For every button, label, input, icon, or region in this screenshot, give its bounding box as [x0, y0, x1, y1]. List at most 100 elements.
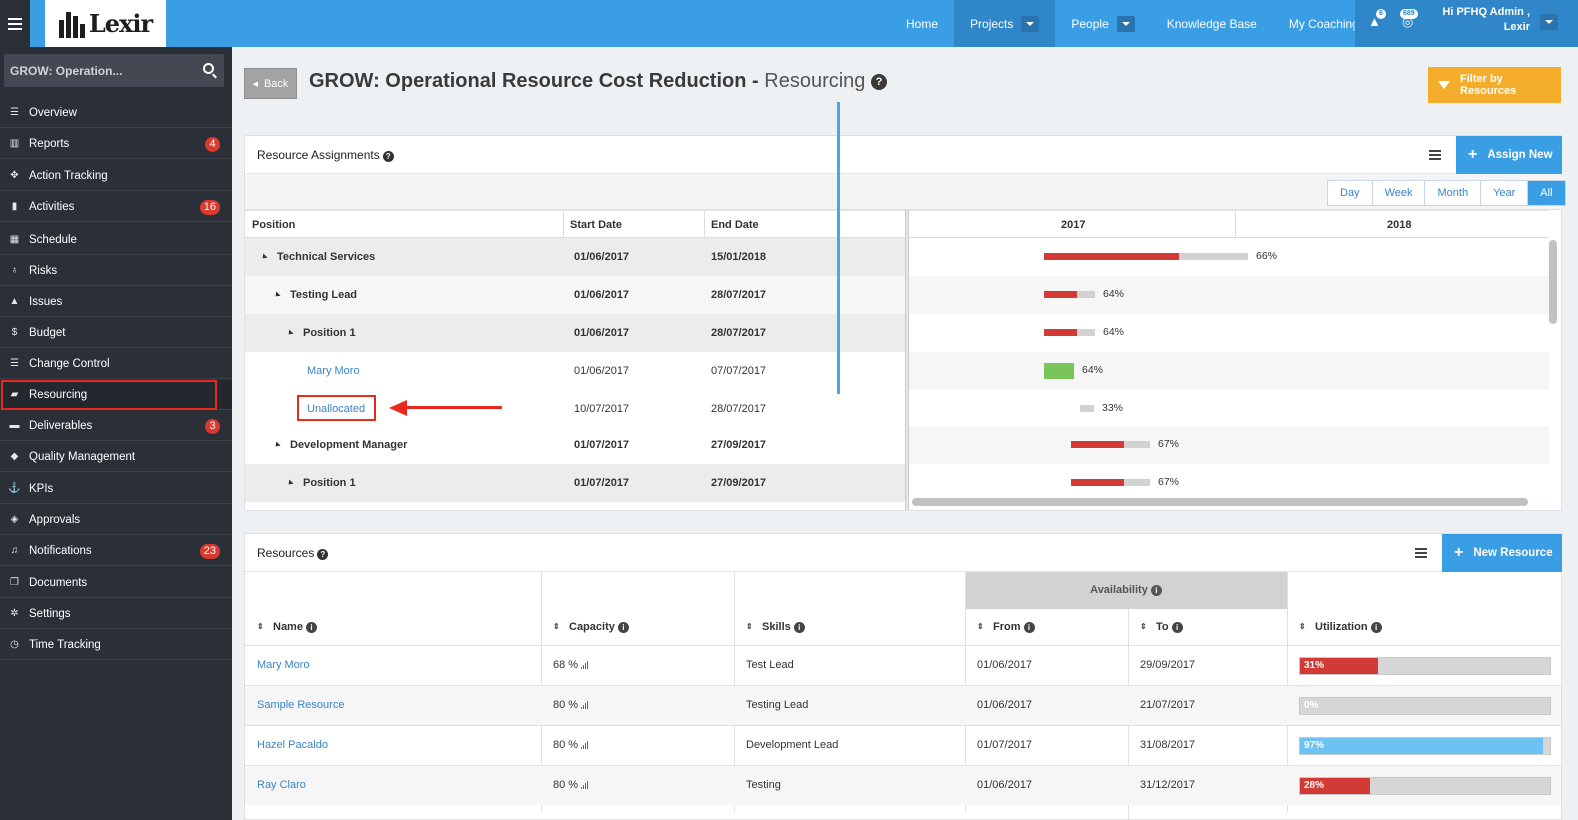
resource-name-link[interactable]: Ray Claro — [257, 779, 306, 791]
user-menu-caret-icon[interactable] — [1540, 14, 1558, 30]
table-row[interactable]: Position 1 01/06/2017 28/07/2017 — [245, 314, 905, 352]
nav-projects[interactable]: Projects — [954, 0, 1056, 47]
help-icon[interactable]: ? — [317, 549, 329, 560]
info-icon[interactable]: i — [617, 622, 629, 633]
col-name[interactable]: ⇕ Name i — [257, 621, 317, 633]
sidebar-item-budget[interactable]: $ Budget — [0, 318, 232, 348]
collapse-triangle-icon[interactable] — [286, 329, 294, 337]
resource-name-link[interactable]: Sample Resource — [257, 699, 345, 711]
col-from[interactable]: ⇕ From i — [977, 621, 1035, 633]
sidebar-item-settings[interactable]: ✲ Settings — [0, 599, 232, 629]
info-icon[interactable]: i — [1171, 622, 1183, 633]
nav-people[interactable]: People — [1055, 0, 1150, 47]
sidebar-item-deliverables[interactable]: ▬ Deliverables 3 — [0, 411, 232, 441]
notifications-icon[interactable]: ◎ — [1402, 14, 1414, 29]
sidebar-item-time-tracking[interactable]: ◷ Time Tracking — [0, 630, 232, 660]
chevron-down-icon[interactable] — [1116, 15, 1135, 32]
collapse-triangle-icon[interactable] — [273, 441, 281, 449]
sort-icon[interactable]: ⇕ — [977, 622, 984, 631]
gantt-bar-track[interactable] — [1080, 405, 1094, 412]
table-row[interactable]: Technical Services 01/06/2017 15/01/2018 — [245, 238, 905, 276]
col-to[interactable]: ⇕ To i — [1140, 621, 1183, 633]
search-icon[interactable] — [203, 63, 214, 74]
col-capacity[interactable]: ⇕ Capacity i — [553, 621, 629, 633]
logo[interactable]: Lexir — [45, 0, 166, 47]
project-search-input[interactable]: GROW: Operation... — [4, 54, 224, 87]
sort-icon[interactable]: ⇕ — [746, 622, 753, 631]
nav-knowledge-base[interactable]: Knowledge Base — [1151, 0, 1273, 47]
nav-home[interactable]: Home — [890, 0, 954, 47]
sort-icon[interactable]: ⇕ — [1140, 622, 1147, 631]
panel-menu-icon[interactable] — [1429, 154, 1441, 156]
sidebar-item-schedule[interactable]: ▦ Schedule — [0, 225, 232, 255]
col-utilization[interactable]: ⇕ Utilization i — [1299, 621, 1382, 633]
nav-my-coaching[interactable]: My Coaching — [1273, 0, 1375, 47]
user-greeting[interactable]: Hi PFHQ Admin , Lexir — [1440, 5, 1530, 35]
table-row[interactable]: Testing Lead 01/06/2017 28/07/2017 — [245, 276, 905, 314]
gantt-bar[interactable] — [1044, 363, 1074, 379]
view-month-button[interactable]: Month — [1425, 181, 1482, 205]
bar-chart-icon: ▥ — [9, 138, 20, 149]
view-year-button[interactable]: Year — [1481, 181, 1529, 205]
table-row[interactable]: Position 1 01/07/2017 27/09/2017 — [245, 464, 905, 502]
table-row[interactable]: Mary Moro 68 % Test Lead 01/06/2017 29/09/20… — [245, 645, 1561, 685]
utilization-label: 31% — [1304, 660, 1325, 671]
col-end-date[interactable]: End Date — [711, 219, 759, 231]
resource-name-link[interactable]: Hazel Pacaldo — [257, 739, 328, 751]
table-row[interactable]: Sample Resource 80 % Testing Lead 01/06/201… — [245, 685, 1561, 725]
table-row[interactable]: Mary Moro 01/06/2017 07/07/2017 — [245, 352, 905, 390]
info-icon[interactable]: i — [305, 622, 317, 633]
sidebar-item-approvals[interactable]: ◈ Approvals — [0, 505, 232, 535]
sort-icon[interactable]: ⇕ — [1299, 622, 1306, 631]
filter-by-resources-button[interactable]: Filter by Resources — [1428, 67, 1561, 103]
sidebar-item-activities[interactable]: ▮ Activities 16 — [0, 192, 232, 222]
info-icon[interactable]: i — [793, 622, 805, 633]
panel-menu-icon[interactable] — [1415, 552, 1427, 554]
sidebar-item-action-tracking[interactable]: ✥ Action Tracking — [0, 161, 232, 191]
view-all-button[interactable]: All — [1528, 181, 1565, 205]
info-icon[interactable]: i — [1150, 585, 1162, 596]
sidebar-item-overview[interactable]: ☰ Overview — [0, 98, 232, 128]
sidebar-item-quality-management[interactable]: ◆ Quality Management — [0, 442, 232, 472]
sort-icon[interactable]: ⇕ — [553, 622, 560, 631]
table-row[interactable]: Unallocated 10/07/2017 28/07/2017 — [245, 390, 905, 428]
info-icon[interactable]: i — [1023, 622, 1035, 633]
resources-panel: Resources? + New Resource Availability i ⇕… — [244, 533, 1562, 820]
assign-new-button[interactable]: + Assign New — [1456, 136, 1562, 174]
sidebar-item-change-control[interactable]: ☰ Change Control — [0, 349, 232, 379]
new-resource-button[interactable]: + New Resource — [1442, 534, 1562, 572]
back-button[interactable]: ◀ Back — [244, 68, 297, 99]
position-name: Unallocated — [307, 403, 366, 415]
view-week-button[interactable]: Week — [1372, 181, 1426, 205]
gantt-horizontal-scrollbar[interactable] — [912, 498, 1528, 506]
hamburger-menu-icon[interactable] — [0, 0, 30, 47]
table-row[interactable]: Ray Claro 80 % Testing 01/06/2017 31/12/2017… — [245, 765, 1561, 805]
info-icon[interactable]: i — [1370, 622, 1382, 633]
position-cell[interactable]: Mary Moro — [307, 365, 360, 377]
sidebar-item-notifications[interactable]: ♫ Notifications 23 — [0, 536, 232, 566]
help-icon[interactable]: ? — [870, 74, 887, 90]
collapse-triangle-icon[interactable] — [286, 479, 294, 487]
position-cell[interactable]: Unallocated — [307, 403, 365, 415]
table-row[interactable]: Development Manager 01/07/2017 27/09/2017 — [245, 426, 905, 464]
chevron-down-icon[interactable] — [1021, 15, 1040, 32]
collapse-triangle-icon[interactable] — [273, 291, 281, 299]
resource-name-link[interactable]: Mary Moro — [257, 659, 310, 671]
pane-splitter[interactable] — [905, 210, 909, 510]
capacity-cell: 80 % — [553, 739, 589, 752]
sidebar-item-risks[interactable]: ♁ Risks — [0, 256, 232, 286]
view-day-button[interactable]: Day — [1328, 181, 1373, 205]
sidebar-item-documents[interactable]: ❐ Documents — [0, 568, 232, 598]
end-date-cell: 15/01/2018 — [711, 251, 767, 263]
col-start-date[interactable]: Start Date — [570, 219, 622, 231]
help-icon[interactable]: ? — [382, 151, 394, 162]
col-skills[interactable]: ⇕ Skills i — [746, 621, 805, 633]
gantt-vertical-scrollbar[interactable] — [1549, 240, 1557, 324]
col-position[interactable]: Position — [252, 219, 296, 231]
collapse-triangle-icon[interactable] — [260, 253, 268, 261]
sidebar-item-reports[interactable]: ▥ Reports 4 — [0, 129, 232, 159]
sort-icon[interactable]: ⇕ — [257, 622, 264, 631]
sidebar-item-kpis[interactable]: ⚓ KPIs — [0, 474, 232, 504]
sidebar-item-issues[interactable]: ▲ Issues — [0, 287, 232, 317]
table-row[interactable]: Hazel Pacaldo 80 % Development Lead 01/07/2… — [245, 725, 1561, 765]
